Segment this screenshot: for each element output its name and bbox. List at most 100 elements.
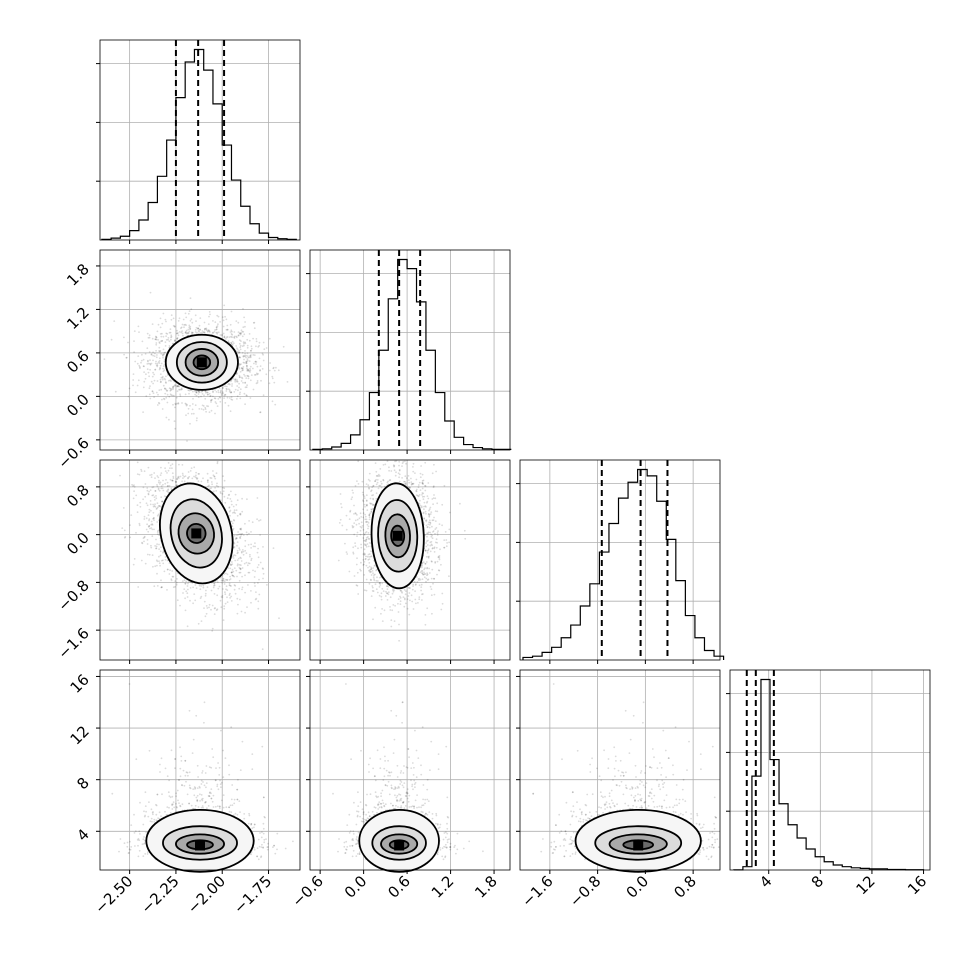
sample-point [266, 584, 268, 586]
sample-point [250, 349, 252, 352]
sample-point [216, 325, 219, 327]
sample-point [230, 342, 233, 345]
sample-point [404, 593, 407, 596]
sample-point [247, 562, 250, 565]
sample-point [249, 367, 251, 370]
sample-point [185, 404, 188, 407]
sample-point [238, 368, 241, 370]
sample-point [240, 367, 243, 370]
sample-point [246, 344, 249, 347]
sample-point [242, 366, 245, 368]
sample-point [159, 546, 162, 549]
sample-point [258, 344, 260, 347]
sample-point [238, 356, 241, 359]
sample-point [254, 598, 257, 601]
sample-point [233, 511, 236, 514]
sample-point [233, 588, 236, 591]
sample-point [398, 639, 400, 642]
sample-point [142, 486, 145, 489]
sample-point [216, 482, 218, 485]
sample-point [230, 396, 233, 398]
sample-point [113, 320, 116, 322]
sample-point [197, 622, 200, 625]
sample-point [223, 394, 226, 397]
sample-point [184, 331, 187, 334]
sample-point [138, 522, 141, 525]
sample-point [205, 410, 208, 413]
sample-point [128, 387, 131, 390]
sample-point [230, 329, 233, 332]
sample-point [149, 503, 152, 506]
sample-point [195, 391, 198, 394]
sample-point [134, 360, 137, 363]
sample-point [228, 397, 231, 399]
sample-point [222, 319, 225, 322]
sample-point [183, 475, 186, 478]
sample-point [158, 402, 161, 405]
sample-point [429, 506, 432, 509]
sample-point [249, 379, 252, 382]
sample-point [164, 341, 167, 343]
sample-point [151, 554, 154, 556]
sample-point [214, 412, 216, 415]
sample-point [188, 310, 191, 312]
sample-point [225, 318, 228, 321]
sample-point [155, 508, 158, 510]
sample-point [252, 367, 254, 370]
sample-point [154, 338, 157, 341]
sample-point [254, 360, 257, 363]
sample-point [378, 594, 381, 597]
sample-point [195, 391, 198, 394]
sample-point [145, 528, 148, 531]
sample-point [146, 347, 149, 350]
sample-point [251, 521, 254, 524]
sample-point [204, 328, 206, 330]
sample-point [257, 600, 260, 603]
sample-point [160, 362, 163, 365]
sample-point [158, 350, 160, 352]
sample-point [214, 389, 217, 391]
sample-point [162, 370, 165, 373]
sample-point [255, 363, 257, 365]
sample-point [229, 564, 232, 566]
sample-point [199, 317, 202, 319]
sample-point [175, 396, 178, 399]
sample-point [431, 612, 433, 615]
sample-point [214, 477, 217, 480]
sample-point [143, 365, 145, 368]
sample-point [190, 412, 193, 415]
sample-point [155, 349, 158, 352]
sample-point [410, 481, 413, 483]
sample-point [159, 333, 162, 335]
sample-point [176, 478, 179, 480]
sample-point [233, 509, 236, 512]
sample-point [244, 350, 246, 352]
sample-point [149, 397, 152, 400]
sample-point [170, 388, 173, 390]
sample-point [228, 389, 231, 392]
sample-point [158, 483, 161, 485]
sample-point [206, 607, 209, 609]
sample-point [180, 327, 182, 330]
sample-point [241, 351, 244, 354]
sample-point [261, 648, 264, 651]
sample-point [241, 377, 244, 380]
sample-point [217, 389, 220, 392]
sample-point [231, 385, 233, 387]
sample-point [161, 375, 164, 378]
sample-point [252, 569, 254, 572]
sample-point [210, 401, 212, 403]
sample-point [164, 467, 167, 470]
sample-point [159, 364, 162, 367]
sample-point [198, 408, 201, 410]
sample-point [147, 530, 150, 533]
sample-point [176, 332, 178, 335]
sample-point [190, 308, 193, 311]
sample-point [215, 609, 218, 612]
sample-point [207, 393, 209, 396]
sample-point [166, 374, 169, 376]
sample-point [194, 331, 197, 333]
sample-point [398, 464, 400, 467]
sample-point [389, 606, 391, 608]
sample-point [181, 402, 183, 404]
